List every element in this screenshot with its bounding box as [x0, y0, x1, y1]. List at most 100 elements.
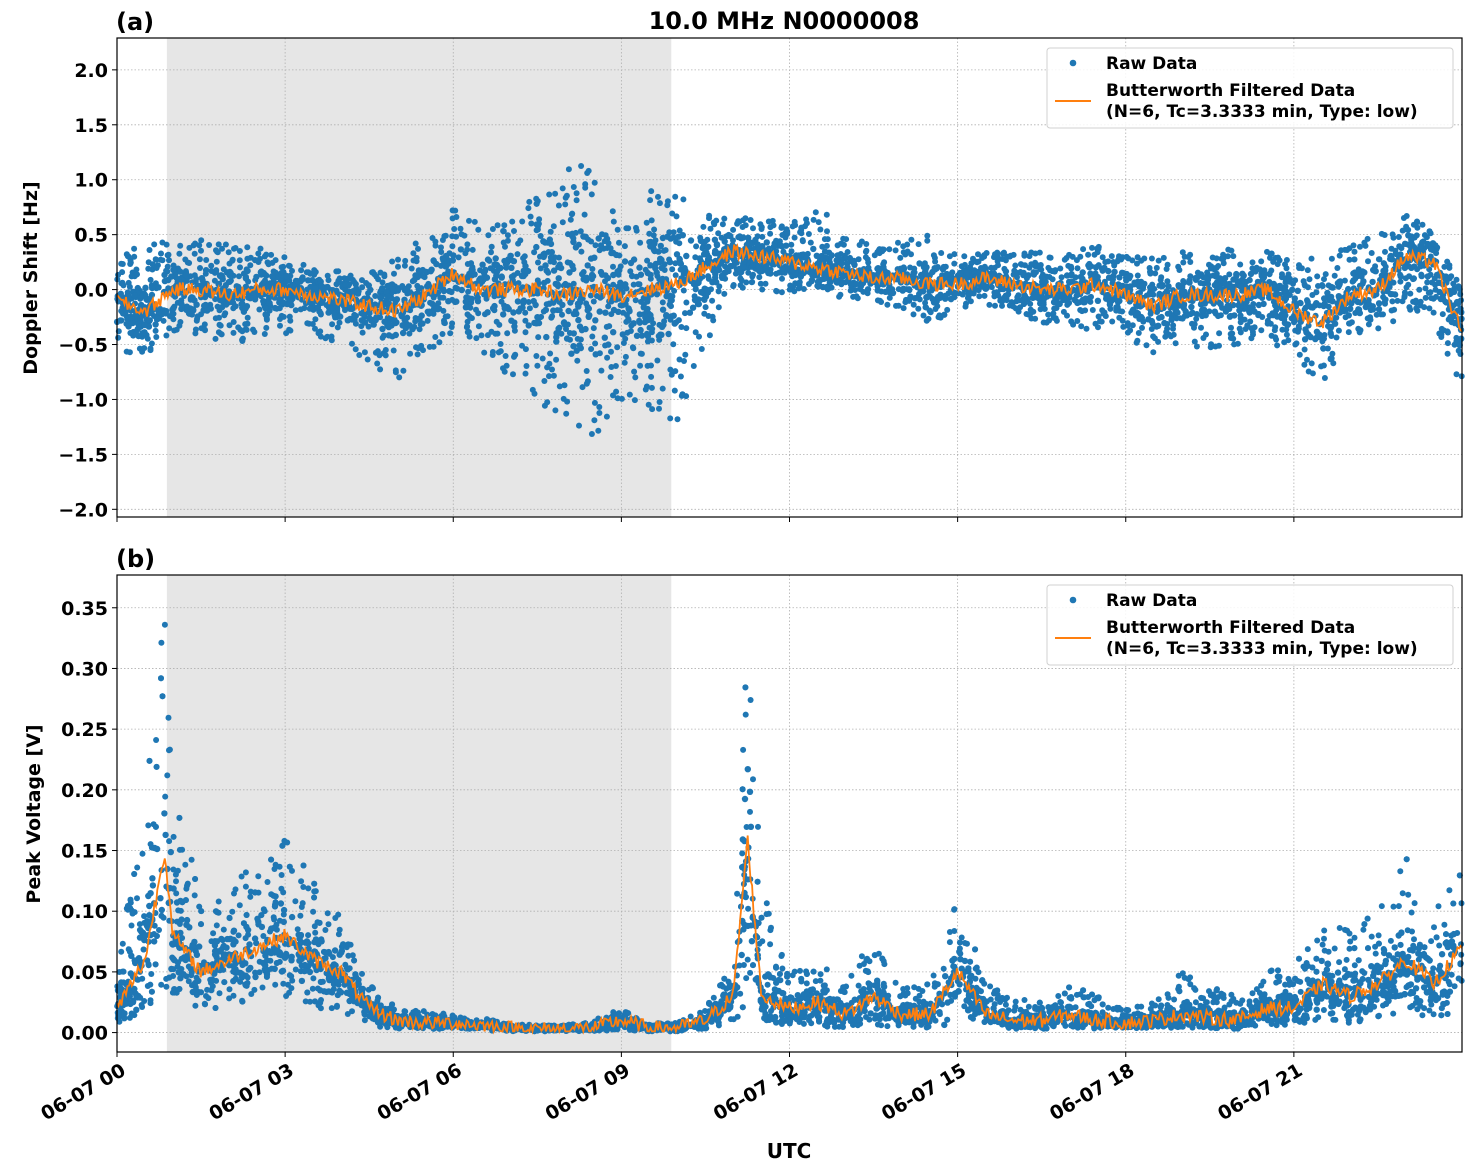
raw-data-point — [1017, 304, 1024, 311]
raw-data-point — [715, 304, 722, 311]
raw-data-point — [631, 368, 638, 375]
raw-data-point — [226, 322, 233, 329]
raw-data-point — [637, 326, 644, 334]
raw-data-point — [1079, 296, 1087, 304]
raw-data-point — [522, 329, 529, 336]
raw-data-point — [991, 264, 998, 271]
raw-data-point — [1200, 274, 1207, 281]
raw-data-point — [206, 242, 213, 248]
raw-data-point — [1419, 221, 1426, 228]
raw-data-point — [663, 293, 670, 300]
raw-data-point — [1247, 270, 1255, 278]
raw-data-point — [497, 264, 504, 272]
raw-data-point — [464, 246, 471, 253]
raw-data-point — [702, 304, 709, 311]
raw-data-point — [663, 312, 670, 320]
raw-data-point — [697, 237, 705, 245]
raw-data-point — [1068, 263, 1075, 270]
raw-data-point — [630, 281, 637, 288]
raw-data-point — [1160, 254, 1167, 261]
raw-data-point — [1453, 371, 1460, 378]
raw-data-point — [895, 239, 901, 246]
raw-data-point — [359, 277, 365, 284]
raw-data-point — [1453, 298, 1461, 306]
raw-data-point — [173, 326, 180, 333]
raw-data-point — [476, 277, 483, 285]
raw-data-point — [430, 343, 437, 350]
raw-data-point — [1282, 312, 1289, 319]
raw-data-point — [706, 215, 712, 222]
raw-data-point — [527, 213, 534, 220]
raw-data-point — [1170, 287, 1176, 294]
raw-data-point — [583, 368, 590, 374]
raw-data-point — [1401, 264, 1409, 272]
raw-data-point — [379, 279, 386, 286]
raw-data-point — [678, 392, 685, 399]
raw-data-point — [584, 378, 591, 385]
raw-data-point — [1066, 279, 1073, 286]
raw-data-point — [1388, 245, 1395, 252]
raw-data-point — [1345, 329, 1352, 336]
raw-data-point — [562, 201, 569, 208]
raw-data-point — [222, 241, 229, 248]
raw-data-point — [902, 251, 909, 258]
raw-data-point — [457, 246, 465, 253]
raw-data-point — [212, 335, 219, 342]
raw-data-point — [1308, 255, 1315, 262]
raw-data-point — [1193, 311, 1201, 318]
raw-data-point — [475, 226, 482, 233]
raw-data-point — [226, 271, 233, 279]
raw-data-point — [926, 307, 933, 314]
raw-data-point — [632, 374, 639, 381]
raw-data-point — [376, 352, 383, 359]
raw-data-point — [215, 241, 222, 248]
raw-data-point — [821, 236, 828, 243]
raw-data-point — [592, 317, 599, 324]
raw-data-point — [1382, 248, 1388, 255]
raw-data-point — [217, 272, 225, 279]
raw-data-point — [1324, 289, 1331, 297]
raw-data-point — [166, 325, 173, 332]
raw-data-point — [838, 260, 845, 267]
raw-data-point — [392, 331, 399, 339]
raw-data-point — [1123, 253, 1130, 260]
raw-data-point — [242, 305, 249, 312]
raw-data-point — [1450, 288, 1458, 295]
raw-data-point — [683, 299, 690, 306]
raw-data-point — [1175, 263, 1182, 270]
raw-data-point — [235, 324, 242, 331]
raw-data-point — [1258, 258, 1265, 265]
raw-data-point — [203, 257, 210, 263]
raw-data-point — [427, 268, 434, 275]
raw-data-point — [292, 307, 299, 314]
raw-data-point — [662, 247, 669, 254]
raw-data-point — [502, 243, 508, 250]
raw-data-point — [1129, 322, 1136, 329]
raw-data-point — [656, 399, 663, 405]
raw-data-point — [194, 313, 201, 320]
raw-data-point — [1162, 333, 1169, 340]
raw-data-point — [236, 248, 243, 254]
raw-data-point — [676, 259, 684, 267]
raw-data-point — [1113, 304, 1120, 311]
raw-data-point — [999, 256, 1006, 262]
raw-data-point — [886, 246, 893, 253]
raw-data-point — [324, 272, 331, 279]
raw-data-point — [880, 263, 887, 271]
raw-data-point — [647, 271, 654, 279]
raw-data-point — [590, 325, 597, 332]
raw-data-point — [526, 305, 533, 312]
raw-data-point — [1021, 250, 1028, 257]
raw-data-point — [889, 289, 897, 297]
raw-data-point — [1134, 260, 1140, 267]
raw-data-point — [659, 299, 666, 306]
raw-data-point — [943, 270, 951, 278]
raw-data-point — [704, 236, 711, 243]
raw-data-point — [565, 166, 572, 173]
raw-data-point — [975, 251, 981, 258]
raw-data-point — [1109, 276, 1117, 283]
raw-data-point — [648, 384, 655, 391]
raw-data-point — [379, 325, 386, 333]
raw-data-point — [942, 292, 949, 299]
raw-data-point — [535, 334, 542, 341]
